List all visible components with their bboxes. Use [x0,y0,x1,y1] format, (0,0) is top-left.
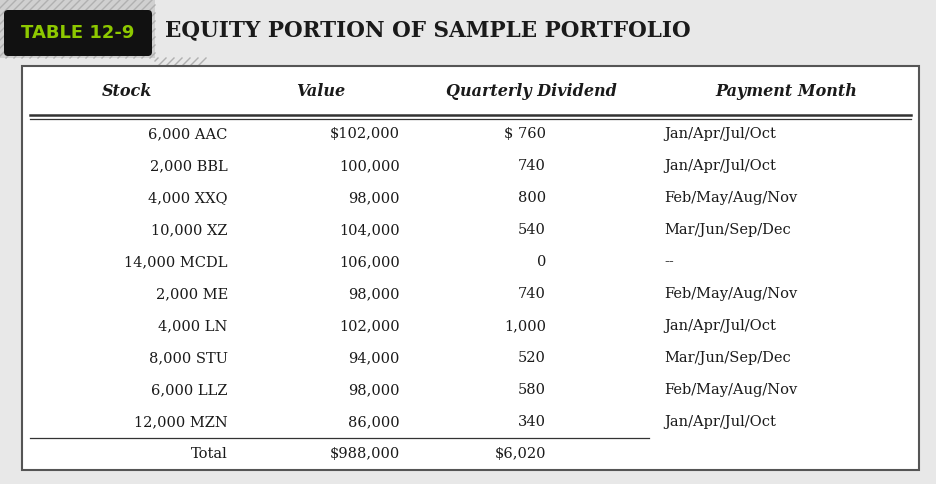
Text: 6,000 AAC: 6,000 AAC [148,127,227,141]
Text: 1,000: 1,000 [504,319,546,333]
Text: Mar/Jun/Sep/Dec: Mar/Jun/Sep/Dec [664,223,790,237]
Text: 800: 800 [518,191,546,205]
Text: 2,000 ME: 2,000 ME [155,287,227,301]
Text: Jan/Apr/Jul/Oct: Jan/Apr/Jul/Oct [664,127,775,141]
Text: Jan/Apr/Jul/Oct: Jan/Apr/Jul/Oct [664,319,775,333]
Text: 14,000 MCDL: 14,000 MCDL [124,255,227,269]
Text: Jan/Apr/Jul/Oct: Jan/Apr/Jul/Oct [664,415,775,429]
Text: $ 760: $ 760 [504,127,546,141]
Text: Payment Month: Payment Month [715,84,856,101]
Text: Total: Total [191,447,227,461]
Text: Jan/Apr/Jul/Oct: Jan/Apr/Jul/Oct [664,159,775,173]
Text: 2,000 BBL: 2,000 BBL [150,159,227,173]
Text: 740: 740 [518,287,546,301]
Text: Feb/May/Aug/Nov: Feb/May/Aug/Nov [664,191,797,205]
Text: $102,000: $102,000 [329,127,400,141]
Text: 12,000 MZN: 12,000 MZN [134,415,227,429]
Bar [0,0,154,58]
Text: --: -- [664,255,673,269]
FancyBboxPatch shape [4,10,152,56]
Text: 100,000: 100,000 [339,159,400,173]
Text: TABLE 12-9: TABLE 12-9 [22,24,135,42]
Text: Feb/May/Aug/Nov: Feb/May/Aug/Nov [664,383,797,397]
Text: 98,000: 98,000 [348,287,400,301]
Text: 540: 540 [518,223,546,237]
Text: Feb/May/Aug/Nov: Feb/May/Aug/Nov [664,287,797,301]
Bar [22,66,918,470]
Text: 8,000 STU: 8,000 STU [149,351,227,365]
Text: Mar/Jun/Sep/Dec: Mar/Jun/Sep/Dec [664,351,790,365]
Text: 98,000: 98,000 [348,383,400,397]
Text: 6,000 LLZ: 6,000 LLZ [151,383,227,397]
Text: 94,000: 94,000 [348,351,400,365]
Text: 740: 740 [518,159,546,173]
Text: 104,000: 104,000 [339,223,400,237]
Text: $6,020: $6,020 [494,447,546,461]
Text: 4,000 XXQ: 4,000 XXQ [148,191,227,205]
Text: 106,000: 106,000 [339,255,400,269]
Text: Stock: Stock [102,84,153,101]
Text: 520: 520 [518,351,546,365]
Text: Quarterly Dividend: Quarterly Dividend [446,84,616,101]
Text: 0: 0 [536,255,546,269]
Text: Value: Value [296,84,344,101]
Text: $988,000: $988,000 [329,447,400,461]
Text: 580: 580 [518,383,546,397]
Text: 86,000: 86,000 [347,415,400,429]
Text: 4,000 LN: 4,000 LN [158,319,227,333]
Text: EQUITY PORTION OF SAMPLE PORTFOLIO: EQUITY PORTION OF SAMPLE PORTFOLIO [165,19,690,41]
Text: 10,000 XZ: 10,000 XZ [151,223,227,237]
Text: 102,000: 102,000 [339,319,400,333]
Text: 98,000: 98,000 [348,191,400,205]
Text: 340: 340 [518,415,546,429]
